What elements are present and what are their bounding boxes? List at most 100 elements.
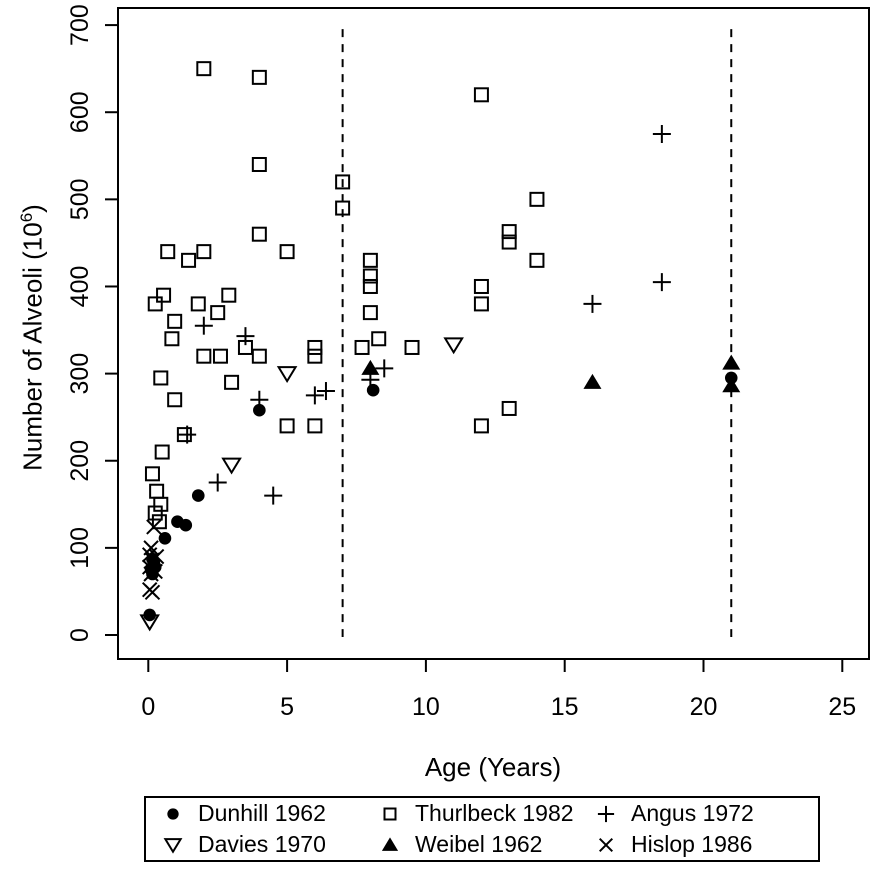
dunhill-data-point-marker <box>253 403 266 417</box>
thurlbeck-data-point-marker <box>147 296 163 312</box>
thurlbeck-data-point-marker <box>404 339 420 355</box>
thurlbeck-data-point-marker <box>501 224 517 240</box>
thurlbeck-data-point-marker <box>167 392 183 408</box>
thurlbeck-data-point-marker <box>251 69 267 85</box>
x-axis-tick-label: 5 <box>280 693 294 721</box>
weibel-data-point-marker <box>583 373 602 389</box>
legend-label-dunhill: Dunhill 1962 <box>198 800 326 826</box>
thurlbeck-data-point-marker <box>307 418 323 434</box>
legend-item-hislop: Hislop 1986 <box>593 831 818 859</box>
thurlbeck-data-point-marker <box>176 427 192 443</box>
y-axis-tick-label: 0 <box>66 628 94 642</box>
dunhill-data-point-marker <box>179 518 193 532</box>
thurlbeck-data-point-marker <box>151 514 167 530</box>
thurlbeck-data-point-marker <box>279 418 295 434</box>
thurlbeck-data-point-marker <box>335 200 351 216</box>
thurlbeck-data-point-marker <box>196 348 212 364</box>
legend-item-thurlbeck: Thurlbeck 1982 <box>377 800 593 828</box>
marker-shape <box>163 837 183 854</box>
y-axis-tick-label: 100 <box>66 527 94 569</box>
weibel-data-point-marker <box>722 377 741 393</box>
hislop-data-point-marker <box>147 563 163 580</box>
x-axis-tick-label: 10 <box>412 693 440 721</box>
thurlbeck-data-point-marker <box>210 305 226 321</box>
thurlbeck-data-point-marker <box>237 339 253 355</box>
legend-label-weibel: Weibel 1962 <box>415 831 543 857</box>
thurlbeck-data-point-marker <box>473 87 489 103</box>
thurlbeck-data-point-marker <box>529 191 545 207</box>
y-axis-title-close-paren: ) <box>17 204 48 213</box>
thurlbeck-data-point-marker <box>164 331 180 347</box>
y-axis-tick-label: 400 <box>66 266 94 308</box>
marker-shape <box>598 837 614 852</box>
thurlbeck-data-point-marker <box>196 61 212 77</box>
thurlbeck-data-point-marker <box>371 331 387 347</box>
scatter-plot-canvas: 0 5 10 15 20 25 0 100 200 300 400 500 600 700 <box>66 4 870 721</box>
y-axis-title-exponent: 6 <box>16 212 36 223</box>
angus-legend-marker-icon <box>597 805 615 822</box>
thurlbeck-data-point-marker <box>153 370 169 386</box>
hislop-data-point-marker <box>144 584 161 601</box>
dunhill-data-point-marker <box>191 489 205 502</box>
thurlbeck-data-point-marker <box>154 444 170 460</box>
y-axis-tick-label: 300 <box>66 353 94 395</box>
thurlbeck-data-point-marker <box>307 348 323 364</box>
thurlbeck-data-point-marker <box>501 400 517 416</box>
weibel-data-point-marker <box>361 359 380 375</box>
thurlbeck-data-point-marker <box>362 305 378 321</box>
x-axis-tick-label: 15 <box>551 693 579 721</box>
thurlbeck-data-point-marker <box>149 483 165 499</box>
thurlbeck-data-point-marker <box>473 296 489 312</box>
y-axis-title-text: Number of Alveoli (10 <box>17 222 48 471</box>
marker-shape <box>167 807 179 820</box>
davies-data-point-marker <box>276 366 298 384</box>
thurlbeck-data-point-marker <box>153 496 169 512</box>
marker-shape <box>383 807 397 820</box>
x-axis-tick-label: 20 <box>690 693 718 721</box>
thurlbeck-data-point-marker <box>529 252 545 268</box>
dunhill-data-point-marker <box>158 531 172 545</box>
davies-data-point-marker <box>221 457 242 475</box>
thurlbeck-data-point-marker <box>354 339 370 355</box>
thurlbeck-data-point-marker <box>501 234 517 250</box>
legend-label-thurlbeck: Thurlbeck 1982 <box>415 800 574 826</box>
thurlbeck-data-point-marker <box>181 252 197 268</box>
y-axis-tick-label: 700 <box>66 4 94 46</box>
thurlbeck-data-point-marker <box>473 278 489 294</box>
davies-legend-marker-icon <box>163 837 183 854</box>
thurlbeck-data-point-marker <box>190 296 206 312</box>
thurlbeck-data-point-marker <box>251 348 267 364</box>
legend-label-hislop: Hislop 1986 <box>631 831 753 857</box>
thurlbeck-data-point-marker <box>251 156 267 172</box>
thurlbeck-data-point-marker <box>212 348 228 364</box>
legend-item-angus: Angus 1972 <box>593 800 818 828</box>
thurlbeck-data-point-marker <box>362 268 378 284</box>
thurlbeck-data-point-marker <box>279 244 295 260</box>
y-axis-tick-label: 500 <box>66 178 94 220</box>
x-axis-title: Age (Years) <box>424 752 562 782</box>
x-axis-tick-label: 0 <box>141 693 155 721</box>
thurlbeck-data-point-marker <box>224 374 240 390</box>
hislop-data-point-marker <box>141 547 158 563</box>
legend-label-davies: Davies 1970 <box>198 831 326 857</box>
legend-item-weibel: Weibel 1962 <box>377 831 593 859</box>
thurlbeck-data-point-marker <box>167 313 183 329</box>
thurlbeck-data-point-marker <box>160 244 176 260</box>
thurlbeck-data-point-marker <box>221 287 237 303</box>
y-axis-tick-label: 600 <box>66 91 94 133</box>
thurlbeck-data-point-marker <box>362 252 378 268</box>
plot-frame <box>117 7 870 660</box>
legend-item-dunhill: Dunhill 1962 <box>160 800 377 828</box>
thurlbeck-data-point-marker <box>156 287 172 303</box>
hislop-legend-marker-icon <box>598 837 614 852</box>
legend: Dunhill 1962 Davies 1970 Thurlbeck 1982 Wei… <box>144 796 820 862</box>
y-axis-title: Number of Alveoli (106) <box>16 173 49 503</box>
thurlbeck-legend-marker-icon <box>383 807 397 820</box>
y-axis-tick-label: 200 <box>66 440 94 482</box>
davies-data-point-marker <box>443 337 464 355</box>
dunhill-data-point-marker <box>366 383 380 397</box>
legend-label-angus: Angus 1972 <box>631 800 754 826</box>
thurlbeck-data-point-marker <box>307 339 323 355</box>
weibel-legend-marker-icon <box>381 836 399 851</box>
